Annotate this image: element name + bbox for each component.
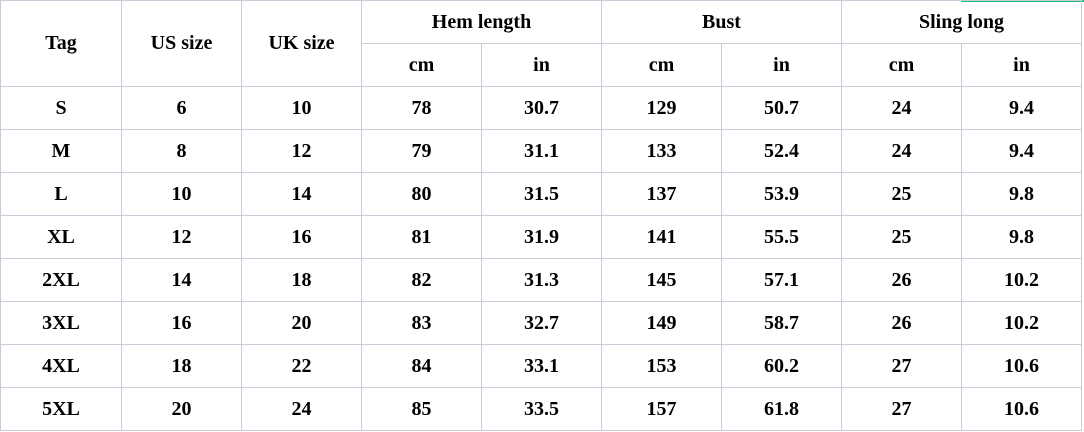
table-cell: 27 xyxy=(841,387,962,431)
table-cell: 10 xyxy=(241,86,362,130)
table-cell: 10.6 xyxy=(960,387,1083,431)
table-cell: 2XL xyxy=(0,258,122,302)
table-cell: 18 xyxy=(241,258,362,302)
table-cell: 3XL xyxy=(0,301,122,345)
table-cell: 33.5 xyxy=(481,387,602,431)
table-cell: 50.7 xyxy=(721,86,842,130)
table-cell: 78 xyxy=(361,86,482,130)
header-row: Tag US size UK size Hem length Bust Slin… xyxy=(0,0,1083,87)
table-cell: 10.2 xyxy=(960,258,1083,302)
table-cell: 129 xyxy=(601,86,722,130)
table-cell: 32.7 xyxy=(481,301,602,345)
table-cell: 153 xyxy=(601,344,722,388)
table-cell: 25 xyxy=(841,172,962,216)
unit-cm: cm xyxy=(601,43,722,87)
table-cell: 84 xyxy=(361,344,482,388)
table-cell: 16 xyxy=(121,301,242,345)
table-row: 4XL 18 22 84 33.1 153 60.2 27 10.6 xyxy=(0,344,1083,388)
table-row: 3XL 16 20 83 32.7 149 58.7 26 10.2 xyxy=(0,301,1083,345)
table-cell: 27 xyxy=(841,344,962,388)
unit-in: in xyxy=(721,43,842,87)
table-cell: 14 xyxy=(241,172,362,216)
table-cell: 58.7 xyxy=(721,301,842,345)
table-row: 2XL 14 18 82 31.3 145 57.1 26 10.2 xyxy=(0,258,1083,302)
table-cell: M xyxy=(0,129,122,173)
unit-in: in xyxy=(481,43,602,87)
table-cell: 57.1 xyxy=(721,258,842,302)
table-cell: 24 xyxy=(241,387,362,431)
table-cell: 26 xyxy=(841,258,962,302)
table-cell: 25 xyxy=(841,215,962,259)
table-cell: 12 xyxy=(241,129,362,173)
table-cell: 53.9 xyxy=(721,172,842,216)
table-cell: 31.5 xyxy=(481,172,602,216)
table-cell: 133 xyxy=(601,129,722,173)
table-cell: 12 xyxy=(121,215,242,259)
table-cell: 9.8 xyxy=(960,215,1083,259)
table-cell: 20 xyxy=(241,301,362,345)
table-cell: 137 xyxy=(601,172,722,216)
table-row: M 8 12 79 31.1 133 52.4 24 9.4 xyxy=(0,129,1083,173)
table-cell: 81 xyxy=(361,215,482,259)
header-tag: Tag xyxy=(0,0,122,87)
table-cell: 149 xyxy=(601,301,722,345)
header-bust: Bust xyxy=(601,0,842,44)
table-row: XL 12 16 81 31.9 141 55.5 25 9.8 xyxy=(0,215,1083,259)
table-cell: 10.2 xyxy=(960,301,1083,345)
table-cell: S xyxy=(0,86,122,130)
unit-cm: cm xyxy=(361,43,482,87)
table-cell: 24 xyxy=(841,86,962,130)
table-cell: 31.9 xyxy=(481,215,602,259)
table-row: S 6 10 78 30.7 129 50.7 24 9.4 xyxy=(0,86,1083,130)
table-cell: 14 xyxy=(121,258,242,302)
table-cell: 5XL xyxy=(0,387,122,431)
table-cell: 9.4 xyxy=(960,86,1083,130)
table-cell: 20 xyxy=(121,387,242,431)
table-cell: 9.4 xyxy=(960,129,1083,173)
table-cell: 6 xyxy=(121,86,242,130)
table-cell: 18 xyxy=(121,344,242,388)
table-row: 5XL 20 24 85 33.5 157 61.8 27 10.6 xyxy=(0,387,1083,431)
table-cell: 61.8 xyxy=(721,387,842,431)
table-cell: 22 xyxy=(241,344,362,388)
table-cell: XL xyxy=(0,215,122,259)
header-sling-long: Sling long xyxy=(840,0,1083,44)
table-cell: 31.3 xyxy=(481,258,602,302)
table-cell: 30.7 xyxy=(481,86,602,130)
table-cell: 26 xyxy=(841,301,962,345)
table-cell: 10 xyxy=(121,172,242,216)
table-cell: 55.5 xyxy=(721,215,842,259)
unit-row: cm in cm in cm in xyxy=(1,43,1083,87)
header-uk-size: UK size xyxy=(241,0,362,87)
table-cell: 33.1 xyxy=(481,344,602,388)
table-cell: 24 xyxy=(841,129,962,173)
table-cell: 83 xyxy=(361,301,482,345)
table-cell: 10.6 xyxy=(960,344,1083,388)
table-cell: 8 xyxy=(121,129,242,173)
table-cell: 31.1 xyxy=(481,129,602,173)
table-cell: 16 xyxy=(241,215,362,259)
header-us-size: US size xyxy=(121,0,242,87)
table-cell: 80 xyxy=(361,172,482,216)
header-hem-length: Hem length xyxy=(361,0,602,44)
table-cell: 52.4 xyxy=(721,129,842,173)
unit-cm: cm xyxy=(841,43,962,87)
table-row: L 10 14 80 31.5 137 53.9 25 9.8 xyxy=(0,172,1083,216)
table-cell: 85 xyxy=(361,387,482,431)
table-cell: 60.2 xyxy=(721,344,842,388)
table-cell: 157 xyxy=(601,387,722,431)
table-cell: 9.8 xyxy=(960,172,1083,216)
table-cell: 4XL xyxy=(0,344,122,388)
unit-in: in xyxy=(960,43,1083,87)
table-cell: 141 xyxy=(601,215,722,259)
table-cell: 79 xyxy=(361,129,482,173)
table-cell: 145 xyxy=(601,258,722,302)
table-cell: L xyxy=(0,172,122,216)
table-cell: 82 xyxy=(361,258,482,302)
